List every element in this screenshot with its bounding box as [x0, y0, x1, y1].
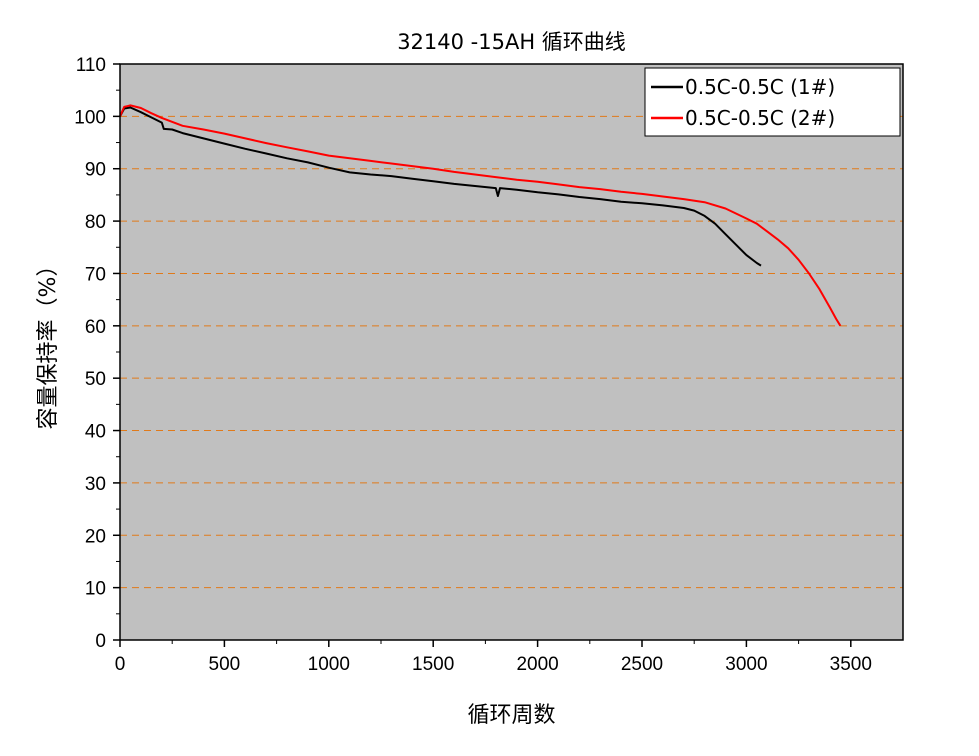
- axes: 0 500 1000 1500 2000 2500 3000 3500 0 10 20 30 40 50 6…: [74, 55, 872, 675]
- x-tick-label: 500: [209, 654, 241, 675]
- series-line-2: [119, 104, 842, 327]
- x-axis-title: 循环周数: [467, 703, 555, 728]
- legend-label-2: 0.5C-0.5C (2#): [685, 106, 835, 130]
- y-tick-label: 50: [85, 369, 106, 390]
- chart-title: 32140 -15AH 循环曲线: [397, 30, 626, 54]
- x-tick-label: 1000: [308, 654, 350, 675]
- y-tick-label: 80: [85, 212, 106, 233]
- legend-box: [644, 67, 901, 137]
- y-tick-label: 100: [74, 107, 106, 128]
- y-tick-label: 70: [85, 264, 106, 285]
- y-tick-label: 0: [95, 631, 106, 652]
- y-tick-label: 110: [76, 55, 106, 76]
- series-layer: [119, 104, 842, 327]
- plot-area: [120, 64, 903, 640]
- y-tick-label: 40: [85, 422, 106, 443]
- y-tick-label: 20: [85, 526, 106, 547]
- legend: 0.5C-0.5C (1#) 0.5C-0.5C (2#): [644, 67, 901, 137]
- x-tick-label: 2500: [621, 654, 663, 675]
- y-tick-label: 30: [85, 474, 106, 495]
- series-line-1: [119, 106, 762, 267]
- x-tick-label: 0: [115, 654, 126, 675]
- y-tick-label: 10: [85, 579, 106, 600]
- x-tick-label: 2000: [516, 654, 558, 675]
- legend-label-1: 0.5C-0.5C (1#): [685, 75, 835, 99]
- y-tick-label: 60: [85, 317, 106, 338]
- x-tick-label: 3000: [725, 654, 767, 675]
- x-tick-label: 1500: [412, 654, 454, 675]
- y-axis-title: 容量保持率（%）: [36, 255, 61, 430]
- x-tick-label: 3500: [830, 654, 872, 675]
- y-tick-label: 90: [85, 160, 106, 181]
